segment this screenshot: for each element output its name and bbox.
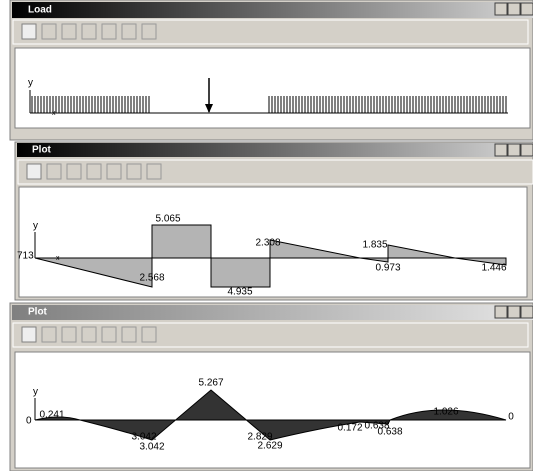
left-label: 713 [17, 251, 34, 262]
toolbar [12, 19, 529, 45]
axis-label: y [28, 78, 33, 89]
arrow [205, 104, 213, 113]
title-bar[interactable] [12, 2, 533, 18]
tool-button[interactable] [41, 326, 57, 343]
value-label: 2.629 [257, 441, 282, 452]
tool-button[interactable] [146, 163, 162, 180]
tool-button[interactable] [21, 23, 37, 40]
window-button[interactable] [494, 143, 508, 157]
tool-button[interactable] [21, 326, 37, 343]
tool-button[interactable] [101, 23, 117, 40]
title-bar[interactable] [12, 305, 533, 320]
tool-button[interactable] [46, 163, 62, 180]
tool-button[interactable] [61, 23, 77, 40]
value-label: 5.065 [155, 214, 180, 225]
tool-button[interactable] [26, 163, 42, 180]
value-label: 0.638 [377, 427, 402, 438]
value-label: 2.308 [255, 238, 280, 249]
window-button[interactable] [507, 2, 521, 16]
window-button[interactable] [494, 305, 508, 319]
left-label: 0 [26, 416, 32, 427]
axis-label: x [52, 110, 56, 117]
value-label: 3.042 [139, 442, 164, 453]
tool-button[interactable] [121, 326, 137, 343]
tool-button[interactable] [81, 23, 97, 40]
value-label: 0.638 [364, 421, 389, 432]
moment-diagram [34, 389, 507, 441]
window-title: Plot [32, 145, 52, 156]
tool-button[interactable] [81, 326, 97, 343]
tool-button[interactable] [121, 23, 137, 40]
value-label: 0.973 [375, 263, 400, 274]
distributed-load [31, 96, 507, 113]
title-bar[interactable] [17, 143, 533, 157]
window-button[interactable] [520, 143, 533, 157]
value-label: 3.042 [131, 432, 156, 443]
value-label: 2.829 [247, 432, 272, 443]
tool-button[interactable] [106, 163, 122, 180]
toolbar [12, 322, 529, 348]
shear-diagram [34, 224, 507, 288]
tool-button[interactable] [141, 326, 157, 343]
tool-button[interactable] [141, 23, 157, 40]
value-label: 0.241 [39, 410, 64, 421]
tool-button[interactable] [41, 23, 57, 40]
value-label: 5.267 [198, 378, 223, 389]
window-button[interactable] [507, 305, 521, 319]
axis-label: y [33, 387, 38, 398]
value-label: 0 [508, 412, 514, 423]
value-label: 1.026 [433, 407, 458, 418]
window-title: Plot [28, 307, 48, 318]
window-button[interactable] [494, 2, 508, 16]
tool-button[interactable] [86, 163, 102, 180]
value-label: 4.935 [227, 287, 252, 298]
tool-button[interactable] [66, 163, 82, 180]
axis-label: x [56, 255, 60, 262]
tool-button[interactable] [126, 163, 142, 180]
toolbar [17, 159, 533, 185]
window-button[interactable] [520, 305, 533, 319]
value-label: 0.172 [337, 423, 362, 434]
tool-button[interactable] [61, 326, 77, 343]
shear-window: Plot y x 713 5.065 2.568 4.935 2.308 1.835 0.… [14, 141, 533, 301]
canvas [14, 47, 531, 129]
window-title: Load [28, 5, 52, 16]
tool-button[interactable] [101, 326, 117, 343]
window-button[interactable] [520, 2, 533, 16]
value-label: 1.446 [481, 263, 506, 274]
window-button[interactable] [507, 143, 521, 157]
axis-label: y [33, 221, 38, 232]
value-label: 1.835 [362, 240, 387, 251]
value-label: 2.568 [139, 273, 164, 284]
